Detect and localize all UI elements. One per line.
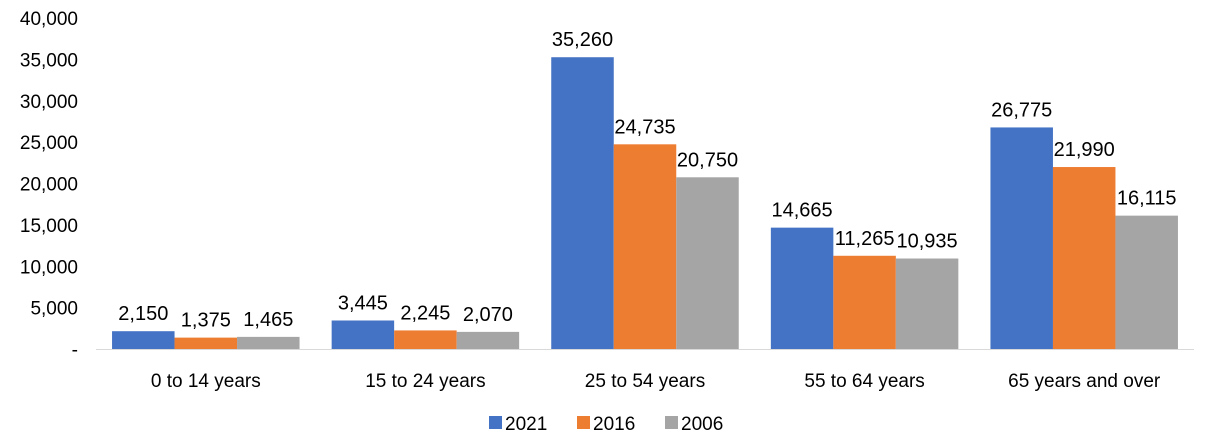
bar-2006 xyxy=(456,331,520,349)
y-tick-label: 30,000 xyxy=(20,92,78,113)
bar-2016 xyxy=(613,144,677,349)
legend-swatch-2021 xyxy=(489,416,502,429)
bar-2016 xyxy=(833,255,896,349)
data-label: 1,375 xyxy=(181,310,231,332)
data-label: 14,665 xyxy=(772,200,833,222)
legend-label: 2006 xyxy=(681,414,723,435)
y-tick-label: 20,000 xyxy=(20,175,78,196)
bar-2006 xyxy=(895,258,959,349)
data-label: 2,150 xyxy=(118,303,168,325)
data-label: 1,465 xyxy=(243,309,293,331)
x-tick-label: 0 to 14 years xyxy=(151,371,261,392)
bar-2006 xyxy=(1115,215,1178,349)
y-tick-label: - xyxy=(72,340,78,361)
data-label: 3,445 xyxy=(338,292,388,314)
y-tick-label: 35,000 xyxy=(20,50,78,71)
y-axis: - 5,000 10,000 15,000 20,000 25,000 30,000 35,0… xyxy=(20,9,78,361)
legend-label: 2016 xyxy=(593,414,635,435)
x-tick-label: 65 years and over xyxy=(1008,371,1161,392)
data-label: 26,775 xyxy=(991,99,1052,121)
data-label: 2,245 xyxy=(400,302,450,324)
bar-2021 xyxy=(770,227,834,349)
data-label: 24,735 xyxy=(614,116,675,138)
legend-swatch-2006 xyxy=(665,416,678,429)
x-tick-label: 15 to 24 years xyxy=(365,371,485,392)
bar-2021 xyxy=(990,127,1053,349)
x-tick-label: 25 to 54 years xyxy=(585,371,705,392)
data-label: 11,265 xyxy=(835,228,895,250)
data-labels: 2,150 1,375 1,465 3,445 2,245 2,070 35,260 24,7… xyxy=(118,29,1176,331)
bar-2006 xyxy=(676,177,739,349)
data-label: 2,070 xyxy=(463,304,513,326)
x-axis: 0 to 14 years 15 to 24 years 25 to 54 year… xyxy=(96,349,1194,392)
data-label: 20,750 xyxy=(677,149,738,171)
bar-2006 xyxy=(237,336,300,349)
legend-label: 2021 xyxy=(505,414,547,435)
data-label: 10,935 xyxy=(897,231,958,253)
bar-2021 xyxy=(112,331,175,349)
data-label: 35,260 xyxy=(552,29,613,51)
y-tick-label: 40,000 xyxy=(20,9,78,30)
bar-2016 xyxy=(1052,167,1116,349)
y-tick-label: 5,000 xyxy=(30,299,78,320)
y-tick-label: 10,000 xyxy=(20,257,78,278)
bars xyxy=(112,57,1178,349)
bar-2016 xyxy=(174,337,238,349)
y-tick-label: 15,000 xyxy=(20,216,78,237)
data-label: 16,115 xyxy=(1117,188,1177,210)
data-label: 21,990 xyxy=(1054,139,1115,161)
bar-2016 xyxy=(394,330,457,349)
bar-2021 xyxy=(331,320,395,349)
y-tick-label: 25,000 xyxy=(20,133,78,154)
legend: 2021 2016 2006 xyxy=(489,414,723,435)
legend-swatch-2016 xyxy=(577,416,590,429)
x-tick-label: 55 to 64 years xyxy=(804,371,924,392)
bar-2021 xyxy=(551,57,614,349)
